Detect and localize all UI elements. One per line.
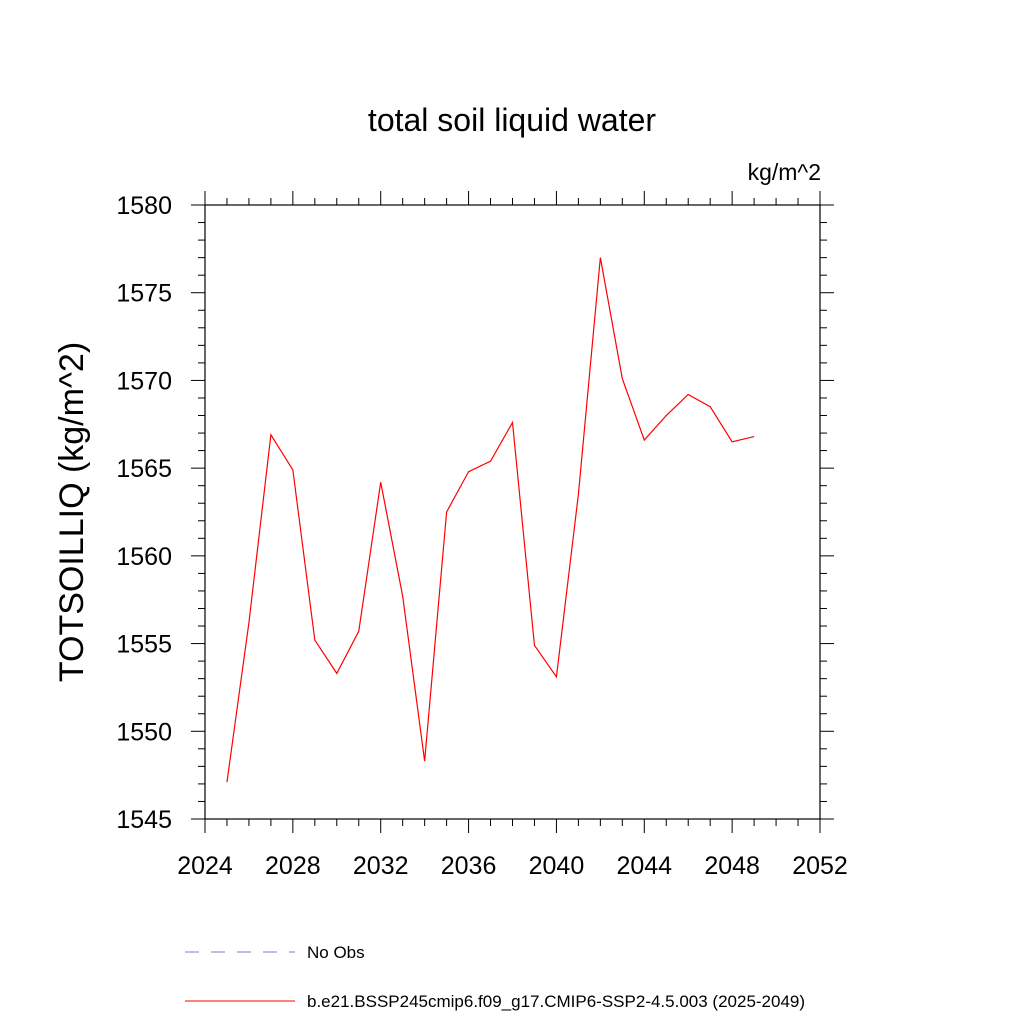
series-line-0 — [226, 257, 755, 783]
y-tick-label: 1570 — [116, 367, 172, 395]
y-tick-label: 1580 — [116, 192, 172, 220]
series-layer — [226, 257, 755, 783]
y-tick-label: 1565 — [116, 455, 172, 483]
chart-title: total soil liquid water — [368, 102, 656, 138]
x-tick-label: 2048 — [704, 852, 760, 880]
y-tick-label: 1550 — [116, 718, 172, 746]
x-tick-label: 2024 — [177, 852, 233, 880]
units-label: kg/m^2 — [748, 159, 821, 185]
legend-label-model: b.e21.BSSP245cmip6.f09_g17.CMIP6-SSP2-4.… — [307, 992, 805, 1011]
x-tick-label: 2052 — [792, 852, 848, 880]
y-tick-label: 1555 — [116, 631, 172, 659]
x-tick-label: 2032 — [353, 852, 409, 880]
x-tick-label: 2028 — [265, 852, 321, 880]
plot-frame — [204, 204, 821, 820]
x-tick-label: 2040 — [529, 852, 585, 880]
y-tick-label: 1560 — [116, 543, 172, 571]
y-axis-label: TOTSOILLIQ (kg/m^2) — [53, 342, 91, 682]
legend-label-no-obs: No Obs — [307, 943, 365, 962]
legend: No Obs b.e21.BSSP245cmip6.f09_g17.CMIP6-… — [185, 943, 805, 1011]
axes: 2024 2028 2032 2036 2040 2044 2048 2052 1545 1550… — [116, 191, 848, 880]
x-tick-label: 2044 — [616, 852, 672, 880]
y-tick-label: 1545 — [116, 806, 172, 834]
x-tick-label: 2036 — [441, 852, 497, 880]
y-tick-label: 1575 — [116, 280, 172, 308]
